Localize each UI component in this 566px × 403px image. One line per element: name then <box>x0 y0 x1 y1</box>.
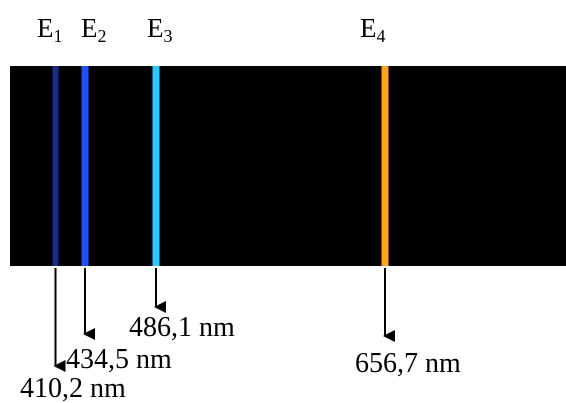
spectral-line-e1 <box>52 66 59 266</box>
wavelength-label-e2: 434,5 nm <box>66 344 172 375</box>
spectral-line-e3 <box>152 66 160 266</box>
spectrum-band <box>10 66 566 266</box>
energy-label-e2: E2 <box>81 13 107 46</box>
wavelength-label-e4: 656,7 nm <box>355 348 461 379</box>
spectral-line-e4 <box>381 66 389 266</box>
wavelength-label-e1: 410,2 nm <box>20 373 126 403</box>
wavelength-label-e3: 486,1 nm <box>129 312 235 343</box>
energy-label-e4: E4 <box>360 13 386 46</box>
energy-label-e3: E3 <box>147 13 173 46</box>
spectral-line-e2 <box>81 66 89 266</box>
energy-label-e1: E1 <box>37 13 63 46</box>
